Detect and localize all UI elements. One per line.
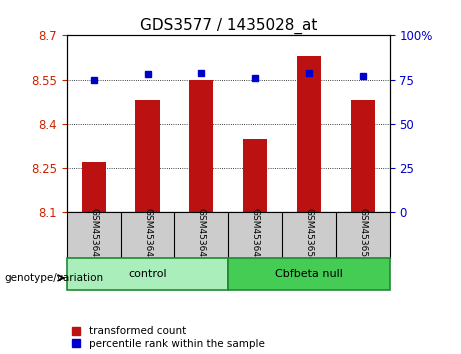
Text: GSM453651: GSM453651 — [358, 208, 367, 263]
Bar — [189, 80, 213, 212]
Text: genotype/variation: genotype/variation — [5, 273, 104, 283]
FancyBboxPatch shape — [67, 258, 228, 290]
Bar — [82, 162, 106, 212]
Bar — [243, 139, 267, 212]
Bar — [350, 100, 375, 212]
Text: GSM453646: GSM453646 — [89, 208, 98, 263]
Text: GSM453650: GSM453650 — [304, 208, 313, 263]
Text: GSM453648: GSM453648 — [143, 208, 152, 263]
FancyBboxPatch shape — [228, 258, 390, 290]
Bar — [136, 100, 160, 212]
Legend: transformed count, percentile rank within the sample: transformed count, percentile rank withi… — [72, 326, 265, 349]
Text: control: control — [128, 269, 167, 279]
Title: GDS3577 / 1435028_at: GDS3577 / 1435028_at — [140, 18, 317, 34]
Text: Cbfbeta null: Cbfbeta null — [275, 269, 343, 279]
Bar — [297, 56, 321, 212]
Text: GSM453649: GSM453649 — [197, 208, 206, 263]
Text: GSM453647: GSM453647 — [251, 208, 260, 263]
